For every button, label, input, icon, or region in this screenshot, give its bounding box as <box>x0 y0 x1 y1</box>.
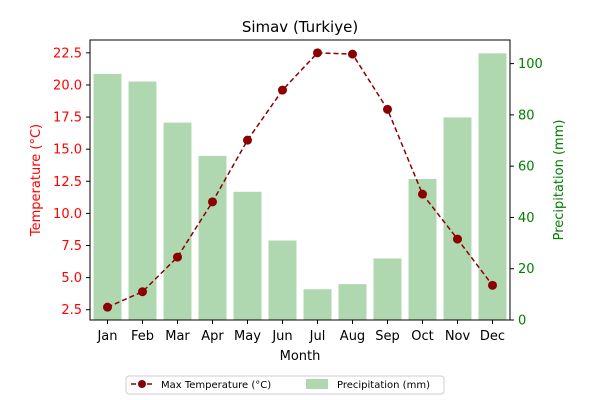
precipitation-bar-feb <box>128 81 157 321</box>
precipitation-bar-jun <box>268 240 297 320</box>
temperature-point-jan <box>103 302 112 312</box>
y-left-tick-label: 17.5 <box>53 111 82 126</box>
precipitation-bar-jul <box>303 289 332 320</box>
precipitation-bar-nov <box>443 117 472 320</box>
y-right-axis: 0 20 40 60 80 100 <box>510 57 543 329</box>
x-tick-label: Nov <box>445 329 471 344</box>
x-tick-label: Dec <box>480 329 505 344</box>
y-left-tick-label: 2.5 <box>61 303 82 318</box>
x-tick-label: May <box>234 329 261 344</box>
x-axis: Jan Feb Mar Apr May Jun Jul Aug Sep Oct Nov Dec <box>96 320 505 344</box>
y-right-tick-label: 40 <box>518 211 535 226</box>
temperature-point-apr <box>208 197 217 207</box>
line-layer <box>103 48 497 312</box>
x-axis-title: Month <box>280 349 321 364</box>
chart-title: Simav (Turkiye) <box>242 18 358 36</box>
temperature-line <box>107 52 494 308</box>
precipitation-bar-mar <box>163 122 192 320</box>
plot-frame <box>89 39 511 321</box>
precipitation-bar-aug <box>338 284 367 320</box>
x-tick-label: Jul <box>309 329 326 344</box>
temperature-point-mar <box>173 252 182 262</box>
y-left-tick-label: 5.0 <box>61 271 82 286</box>
x-tick-label: Sep <box>375 329 400 344</box>
precipitation-bar-may <box>233 191 262 320</box>
y-left-tick-label: 20.0 <box>53 78 82 93</box>
y-left-axis: 2.5 5.0 7.5 10.0 12.5 15.0 17.5 20.0 22.5 <box>53 46 90 318</box>
y-right-axis-title: Precipitation (mm) <box>552 120 567 241</box>
legend-box <box>125 375 445 395</box>
temperature-point-may <box>243 135 252 145</box>
precipitation-bar-apr <box>198 155 227 320</box>
y-right-tick-label: 0 <box>518 314 526 329</box>
temperature-point-feb <box>138 287 147 297</box>
x-tick-label: Feb <box>131 329 154 344</box>
temperature-point-jun <box>278 85 287 95</box>
temperature-point-aug <box>348 49 357 59</box>
x-tick-label: Oct <box>411 329 433 344</box>
y-left-tick-label: 12.5 <box>53 175 82 190</box>
x-tick-label: Apr <box>201 329 224 344</box>
temperature-point-sep <box>383 104 392 114</box>
temperature-point-dec <box>488 280 497 290</box>
legend-label-temperature: Max Temperature (°C) <box>161 380 271 391</box>
y-left-tick-label: 15.0 <box>53 143 82 158</box>
legend-marker-swatch <box>138 380 146 388</box>
temperature-point-oct <box>418 189 427 199</box>
y-right-tick-label: 60 <box>518 160 535 175</box>
legend-label-precipitation: Precipitation (mm) <box>337 380 430 391</box>
legend: Max Temperature (°C) Precipitation (mm) <box>125 375 445 395</box>
y-left-tick-label: 22.5 <box>53 46 82 61</box>
legend-bar-swatch <box>306 379 328 389</box>
y-right-tick-label: 100 <box>518 57 543 72</box>
x-tick-label: Jun <box>271 329 292 344</box>
y-left-tick-label: 10.0 <box>53 207 82 222</box>
precipitation-bar-oct <box>408 178 437 320</box>
bars-layer <box>93 53 507 321</box>
y-right-tick-label: 80 <box>518 108 535 123</box>
y-left-axis-title: Temperature (°C) <box>29 124 44 237</box>
precipitation-bar-dec <box>478 53 507 320</box>
x-tick-label: Jan <box>96 329 117 344</box>
precipitation-bar-sep <box>373 258 402 320</box>
y-left-tick-label: 7.5 <box>61 239 82 254</box>
precipitation-bar-jan <box>93 73 122 320</box>
temperature-point-nov <box>453 234 462 244</box>
temperature-point-jul <box>313 48 322 58</box>
x-tick-label: Mar <box>165 329 190 344</box>
y-right-tick-label: 20 <box>518 262 535 277</box>
x-tick-label: Aug <box>340 329 365 344</box>
